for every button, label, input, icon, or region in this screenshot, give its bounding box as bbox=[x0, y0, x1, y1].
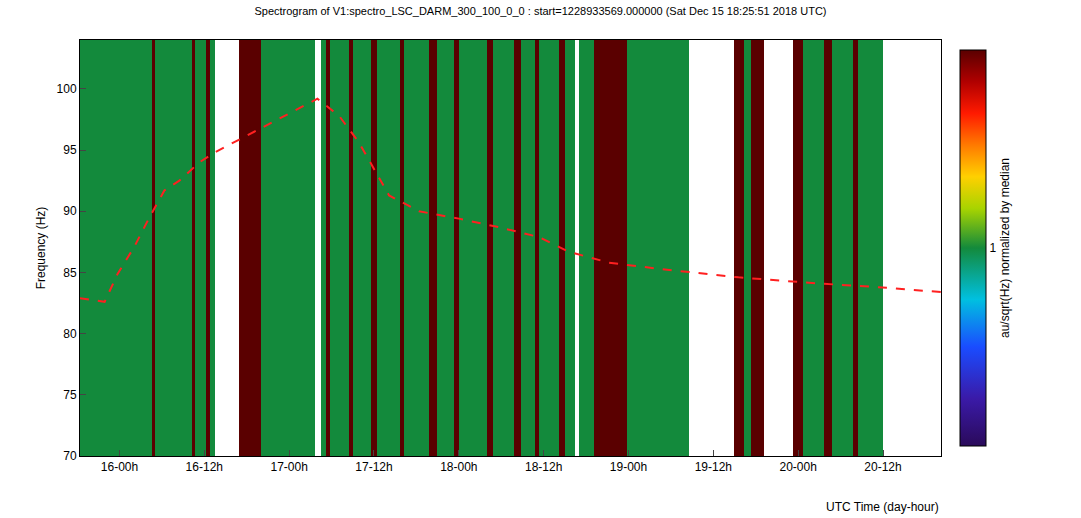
svg-text:18-12h: 18-12h bbox=[525, 460, 562, 474]
svg-text:19-12h: 19-12h bbox=[695, 460, 732, 474]
svg-text:19-00h: 19-00h bbox=[610, 460, 647, 474]
svg-text:95: 95 bbox=[63, 143, 77, 157]
svg-text:17-12h: 17-12h bbox=[355, 460, 392, 474]
svg-text:16-00h: 16-00h bbox=[101, 460, 138, 474]
svg-text:1: 1 bbox=[989, 241, 996, 255]
svg-text:18-00h: 18-00h bbox=[440, 460, 477, 474]
svg-text:20-00h: 20-00h bbox=[780, 460, 817, 474]
svg-text:100: 100 bbox=[57, 82, 77, 96]
svg-text:80: 80 bbox=[63, 327, 77, 341]
svg-text:85: 85 bbox=[63, 266, 77, 280]
svg-text:au/sqrt(Hz) normalized by medi: au/sqrt(Hz) normalized by median bbox=[998, 158, 1012, 338]
svg-text:16-12h: 16-12h bbox=[186, 460, 223, 474]
svg-text:Spectrogram of V1:spectro_LSC_: Spectrogram of V1:spectro_LSC_DARM_300_1… bbox=[254, 5, 826, 17]
svg-text:70: 70 bbox=[63, 449, 77, 463]
svg-text:75: 75 bbox=[63, 388, 77, 402]
svg-text:Frequency (Hz): Frequency (Hz) bbox=[34, 207, 48, 290]
svg-text:90: 90 bbox=[63, 204, 77, 218]
svg-text:UTC Time (day-hour): UTC Time (day-hour) bbox=[826, 500, 939, 514]
svg-text:17-00h: 17-00h bbox=[270, 460, 307, 474]
svg-text:20-12h: 20-12h bbox=[864, 460, 901, 474]
